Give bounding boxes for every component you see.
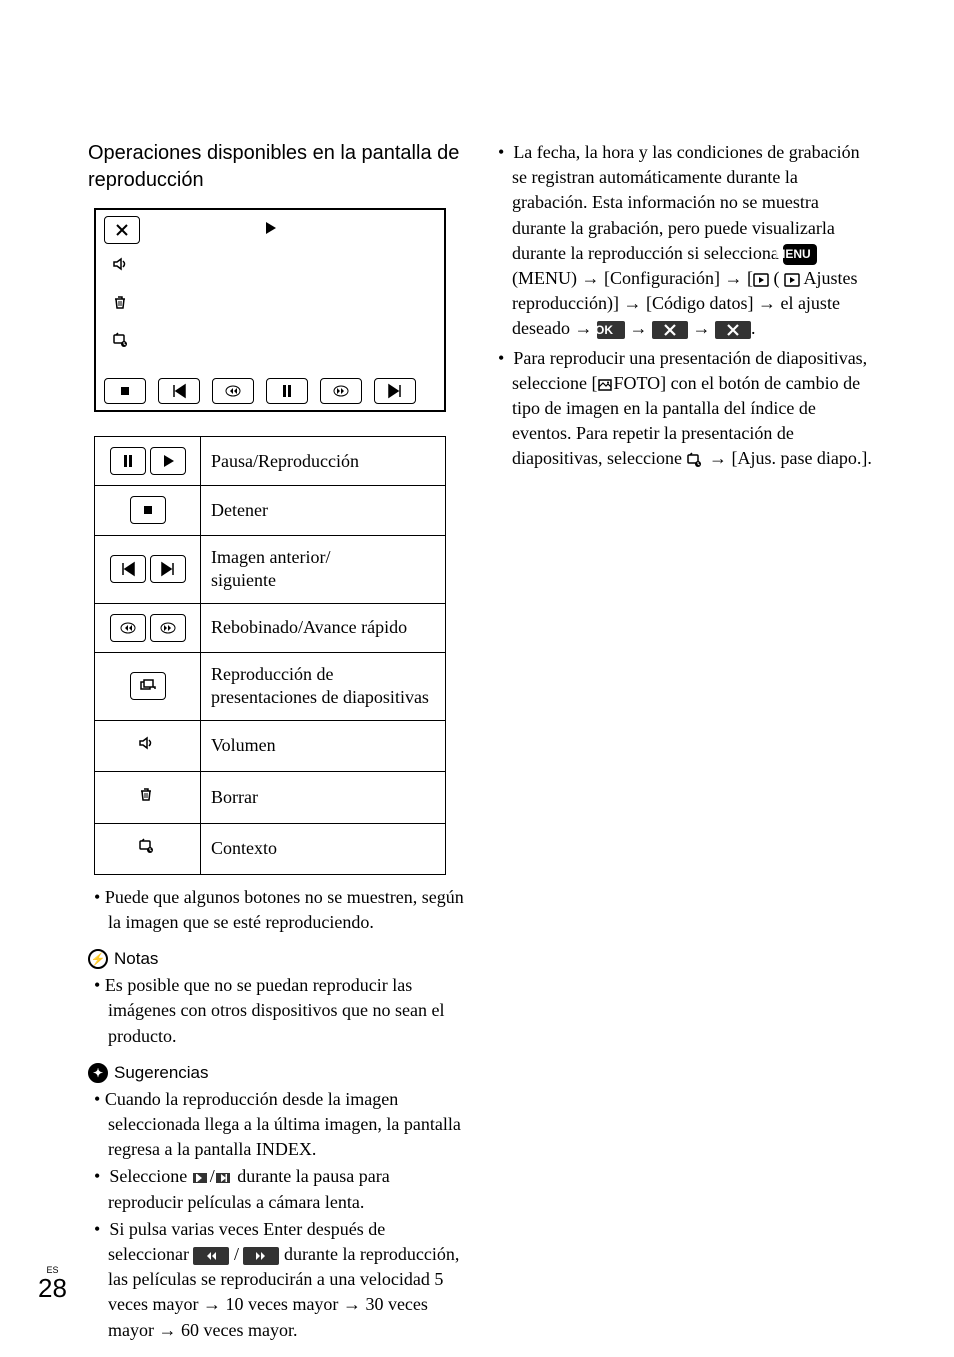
context-icon	[104, 328, 140, 356]
page-number: 28	[38, 1275, 67, 1301]
menu-badge-icon: MENU	[783, 244, 816, 265]
play-icon	[784, 272, 800, 288]
play-icon	[150, 447, 186, 475]
trash-icon	[130, 782, 166, 810]
tip-text: 10 veces mayor	[221, 1294, 343, 1314]
frame-back-icon	[192, 1170, 210, 1186]
volume-icon	[130, 731, 166, 759]
cell-label: Detener	[201, 486, 446, 535]
next-icon	[374, 378, 416, 404]
playback-settings-icon	[753, 272, 769, 288]
right-bullet: La fecha, la hora y las condiciones de g…	[498, 140, 876, 342]
ok-button-icon: OK	[597, 321, 625, 339]
cell-label: Volumen	[201, 720, 446, 771]
slideshow-icon	[130, 672, 166, 700]
table-row: Volumen	[95, 720, 446, 771]
table-row: Rebobinado/Avance rápido	[95, 603, 446, 652]
notas-label: Notas	[114, 949, 158, 969]
note-badge-icon: ⚡	[88, 949, 108, 969]
close-dark-icon	[715, 321, 751, 339]
next-icon	[150, 555, 186, 583]
stop-icon	[104, 378, 146, 404]
tip-text: Seleccione	[109, 1166, 191, 1186]
cell-label: Imagen anterior/ siguiente	[201, 535, 446, 603]
body-text: [Código datos]	[641, 293, 758, 313]
rewind-icon	[212, 378, 254, 404]
notas-bullet: Es posible que no se puedan reproducir l…	[94, 973, 466, 1049]
tip-bullet: Seleccione / durante la pausa para repro…	[94, 1164, 466, 1214]
pause-icon	[266, 378, 308, 404]
page-footer: ES 28	[38, 1266, 67, 1301]
table-row: Borrar	[95, 772, 446, 823]
table-row: Pausa/Reproducción	[95, 437, 446, 486]
playback-ops-heading: Operaciones disponibles en la pantalla d…	[88, 140, 466, 194]
controls-table: Pausa/Reproducción Detener Imagen anteri…	[94, 436, 446, 875]
body-text: [Ajus. pase diapo.].	[727, 448, 872, 468]
rewind-dark-icon	[193, 1247, 229, 1265]
context-icon	[130, 834, 166, 862]
table-row: Imagen anterior/ siguiente	[95, 535, 446, 603]
volume-icon	[104, 252, 140, 280]
trash-icon	[104, 290, 140, 318]
close-dark-icon	[652, 321, 688, 339]
ffwd-icon	[320, 378, 362, 404]
right-bullet: Para reproducir una presentación de diap…	[498, 346, 876, 472]
player-screenshot	[94, 208, 446, 412]
tip-badge-icon: ✦	[88, 1063, 108, 1083]
cell-label: Rebobinado/Avance rápido	[201, 603, 446, 652]
notas-heading: ⚡ Notas	[88, 949, 466, 969]
stop-icon	[130, 496, 166, 524]
note-text: Puede que algunos botones no se muestren…	[94, 885, 466, 935]
table-row: Detener	[95, 486, 446, 535]
play-indicator-icon	[262, 220, 278, 241]
close-icon	[104, 216, 140, 244]
context-icon	[686, 452, 704, 468]
cell-label: Pausa/Reproducción	[201, 437, 446, 486]
sugerencias-label: Sugerencias	[114, 1063, 209, 1083]
tip-text: 60 veces mayor.	[176, 1320, 297, 1340]
prev-icon	[158, 378, 200, 404]
table-row: Reproducción de presentaciones de diapos…	[95, 652, 446, 720]
cell-label: Contexto	[201, 823, 446, 874]
table-row: Contexto	[95, 823, 446, 874]
cell-label: Borrar	[201, 772, 446, 823]
ffwd-icon	[150, 614, 186, 642]
pause-icon	[110, 447, 146, 475]
tip-bullet: Si pulsa varias veces Enter después de s…	[94, 1217, 466, 1343]
photo-icon	[597, 377, 613, 393]
prev-icon	[110, 555, 146, 583]
tip-bullet: Cuando la reproducción desde la imagen s…	[94, 1087, 466, 1163]
sugerencias-heading: ✦ Sugerencias	[88, 1063, 466, 1083]
body-text: (MENU)	[512, 268, 582, 288]
cell-label: Reproducción de presentaciones de diapos…	[201, 652, 446, 720]
ffwd-dark-icon	[243, 1247, 279, 1265]
rewind-icon	[110, 614, 146, 642]
body-text: [Configuración]	[600, 268, 725, 288]
frame-fwd-icon	[215, 1170, 233, 1186]
